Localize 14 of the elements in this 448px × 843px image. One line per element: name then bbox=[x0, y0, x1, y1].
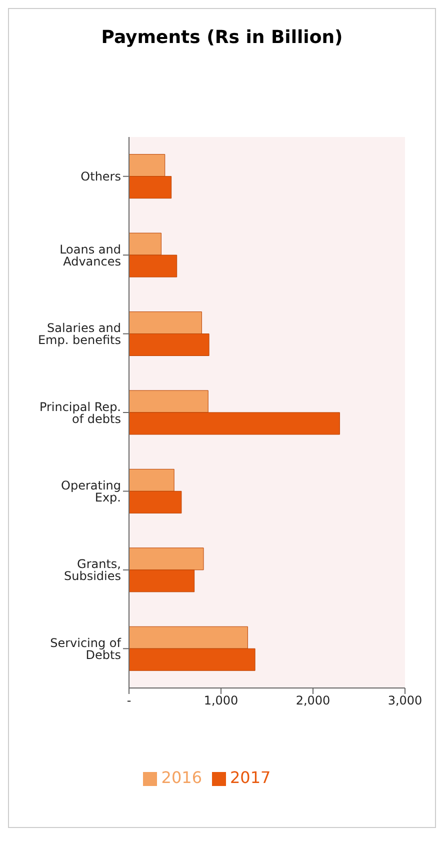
legend-label: 2016 bbox=[161, 768, 202, 787]
x-tick-label: 3,000 bbox=[388, 694, 422, 708]
y-tick-label: Principal Rep. of debts bbox=[39, 400, 121, 426]
y-tick-label: Servicing of Debts bbox=[50, 636, 122, 662]
x-tick-label: - bbox=[126, 694, 132, 708]
chart-title: Payments (Rs in Billion) bbox=[100, 26, 344, 50]
x-tick-label: 2,000 bbox=[296, 694, 330, 708]
y-tick-label: Loans and Advances bbox=[60, 242, 121, 268]
legend-label: 2017 bbox=[230, 768, 271, 787]
y-tick-label: Salaries and Emp. benefits bbox=[38, 321, 121, 348]
y-tick-label: Others bbox=[80, 170, 121, 184]
x-tick-label: 1,000 bbox=[204, 694, 238, 708]
y-tick-label: Grants, Subsidies bbox=[64, 557, 121, 584]
y-tick-label: Operating Exp. bbox=[61, 478, 121, 504]
